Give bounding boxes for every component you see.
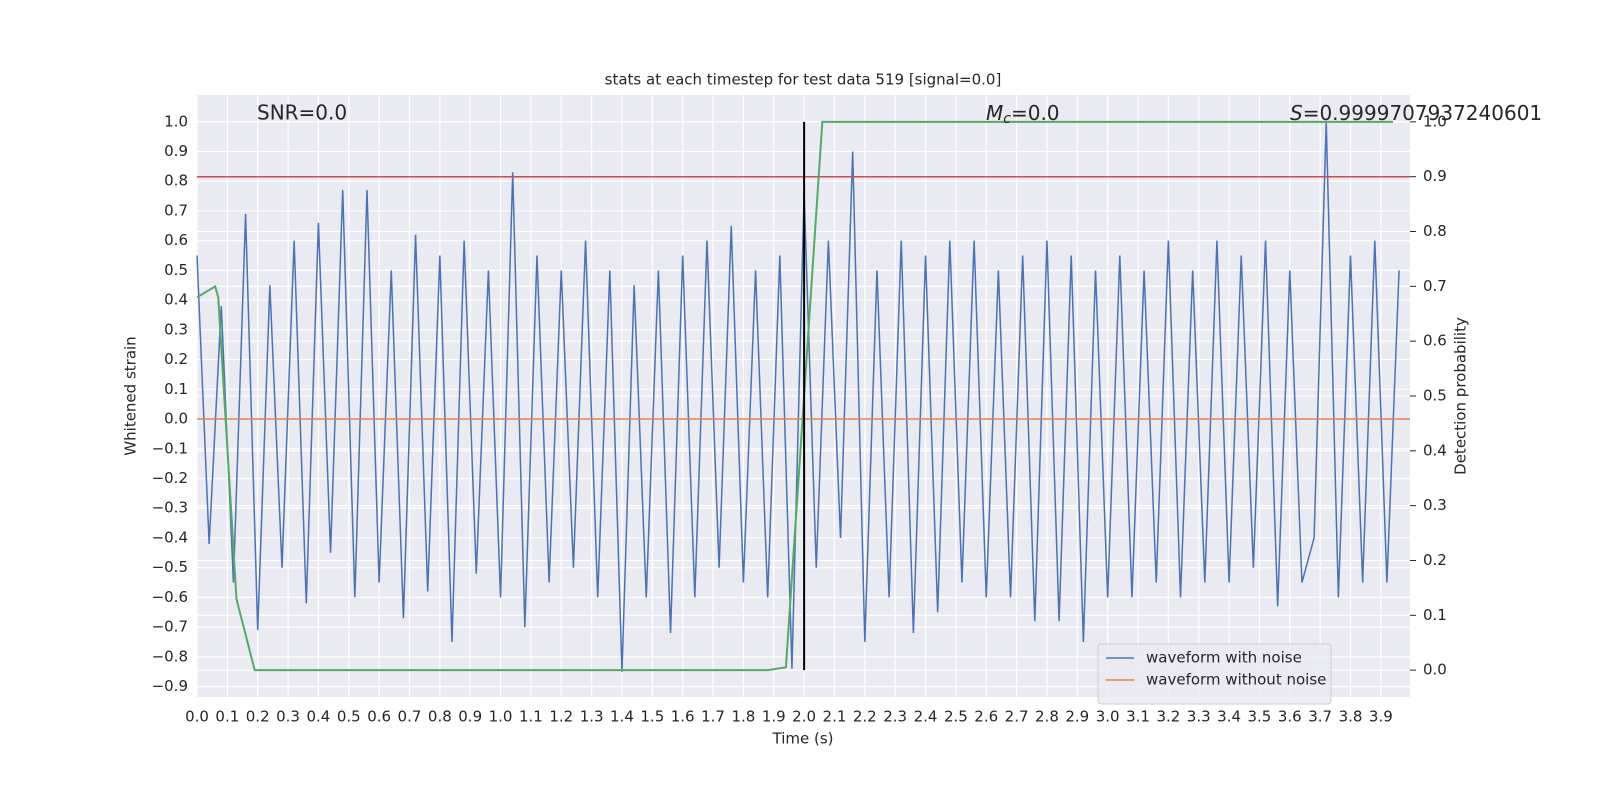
x-tick-label: 1.8: [731, 708, 755, 726]
x-tick-label: 1.5: [640, 708, 664, 726]
x-tick-label: 1.1: [519, 708, 543, 726]
x-tick-label: 0.3: [276, 708, 300, 726]
y-tick-label: 0.0: [164, 410, 188, 428]
y2-tick-label: 0.4: [1423, 441, 1447, 459]
detection-line: [196, 120, 1393, 672]
x-tick-label: 1.3: [580, 708, 604, 726]
y-tick-label: 0.4: [164, 291, 188, 309]
x-tick-label: 3.7: [1308, 708, 1332, 726]
annotation: Mc=0.0: [986, 101, 1060, 128]
x-tick-label: 1.9: [762, 708, 786, 726]
y2-tick-label: 0.0: [1423, 661, 1447, 679]
y2-tick-label: 0.8: [1423, 222, 1447, 240]
annotation-symbol: M: [986, 101, 1003, 125]
y-tick-label: 0.9: [164, 142, 188, 160]
y-tick-label: 0.1: [164, 380, 188, 398]
annotation-symbol: S: [1290, 101, 1303, 125]
x-tick-label: 1.0: [489, 708, 513, 726]
y-tick-label: 0.7: [164, 201, 188, 219]
y-tick-label: 1.0: [164, 112, 188, 130]
y-tick-label: −0.4: [152, 528, 188, 546]
x-tick-label: 0.2: [246, 708, 270, 726]
legend-box: [1097, 643, 1332, 705]
y2-tick-label: 1.0: [1423, 112, 1447, 130]
x-tick-label: 0.4: [306, 708, 330, 726]
x-tick-label: 3.0: [1096, 708, 1120, 726]
legend-label: waveform without noise: [1146, 671, 1326, 689]
y2-tick-label: 0.9: [1423, 167, 1447, 185]
y2-axis-label: Detection probability: [1452, 317, 1470, 475]
x-tick-label: 1.4: [610, 708, 634, 726]
x-tick-label: 0.7: [398, 708, 422, 726]
x-tick-label: 3.4: [1217, 708, 1241, 726]
x-tick-label: 1.6: [671, 708, 695, 726]
y-tick-label: −0.2: [152, 469, 188, 487]
y-tick-label: −0.6: [152, 588, 188, 606]
x-tick-label: 0.6: [367, 708, 391, 726]
x-tick-label: 2.8: [1035, 708, 1059, 726]
y-tick-label: 0.3: [164, 320, 188, 338]
y2-tick-label: 0.6: [1423, 332, 1447, 350]
y2-tick-label: 0.5: [1423, 387, 1447, 405]
x-tick-label: 0.9: [458, 708, 482, 726]
x-tick-label: 2.9: [1065, 708, 1089, 726]
y-tick-label: −0.8: [152, 647, 188, 665]
y-tick-label: 0.8: [164, 172, 188, 190]
x-tick-label: 0.8: [428, 708, 452, 726]
y-tick-label: −0.1: [152, 439, 188, 457]
x-tick-label: 0.0: [185, 708, 209, 726]
annotation: SNR=0.0: [257, 101, 347, 125]
x-tick-label: 3.3: [1187, 708, 1211, 726]
y-tick-label: 0.5: [164, 261, 188, 279]
x-tick-label: 2.6: [974, 708, 998, 726]
x-tick-label: 2.4: [914, 708, 938, 726]
annotation-text: =0.0: [1011, 101, 1060, 125]
x-tick-label: 3.5: [1248, 708, 1272, 726]
y-tick-label: −0.5: [152, 558, 188, 576]
y-tick-label: −0.7: [152, 618, 188, 636]
x-tick-label: 2.0: [792, 708, 816, 726]
y2-tick-label: 0.3: [1423, 496, 1447, 514]
legend-label: waveform with noise: [1146, 649, 1302, 667]
x-axis-label: Time (s): [772, 730, 834, 748]
annotation-text: =0.9999707937240601: [1303, 101, 1542, 125]
x-tick-label: 2.1: [823, 708, 847, 726]
x-tick-label: 3.1: [1126, 708, 1150, 726]
y2-tick-label: 0.1: [1423, 606, 1447, 624]
annotation: S=0.9999707937240601: [1290, 101, 1542, 125]
y2-tick-label: 0.2: [1423, 551, 1447, 569]
line: [196, 121, 1400, 672]
x-tick-label: 1.7: [701, 708, 725, 726]
x-tick-label: 0.5: [337, 708, 361, 726]
chart-title: stats at each timestep for test data 519…: [605, 71, 1002, 89]
x-tick-label: 3.9: [1369, 708, 1393, 726]
x-tick-label: 3.6: [1278, 708, 1302, 726]
x-tick-label: 0.1: [215, 708, 239, 726]
x-tick-label: 2.5: [944, 708, 968, 726]
x-tick-label: 1.2: [549, 708, 573, 726]
x-tick-label: 2.3: [883, 708, 907, 726]
x-tick-label: 2.2: [853, 708, 877, 726]
y2-tick-label: 0.7: [1423, 277, 1447, 295]
y-tick-label: −0.9: [152, 677, 188, 695]
y-tick-label: 0.2: [164, 350, 188, 368]
legend: waveform with noise waveform without nois…: [1097, 643, 1332, 705]
y-tick-label: 0.6: [164, 231, 188, 249]
annotation-subscript: c: [1003, 111, 1011, 127]
y-tick-label: −0.3: [152, 499, 188, 517]
marks: [196, 120, 1410, 672]
x-tick-label: 3.8: [1339, 708, 1363, 726]
y-axis-label: Whitened strain: [122, 336, 140, 455]
x-tick-label: 2.7: [1005, 708, 1029, 726]
x-tick-label: 3.2: [1156, 708, 1180, 726]
